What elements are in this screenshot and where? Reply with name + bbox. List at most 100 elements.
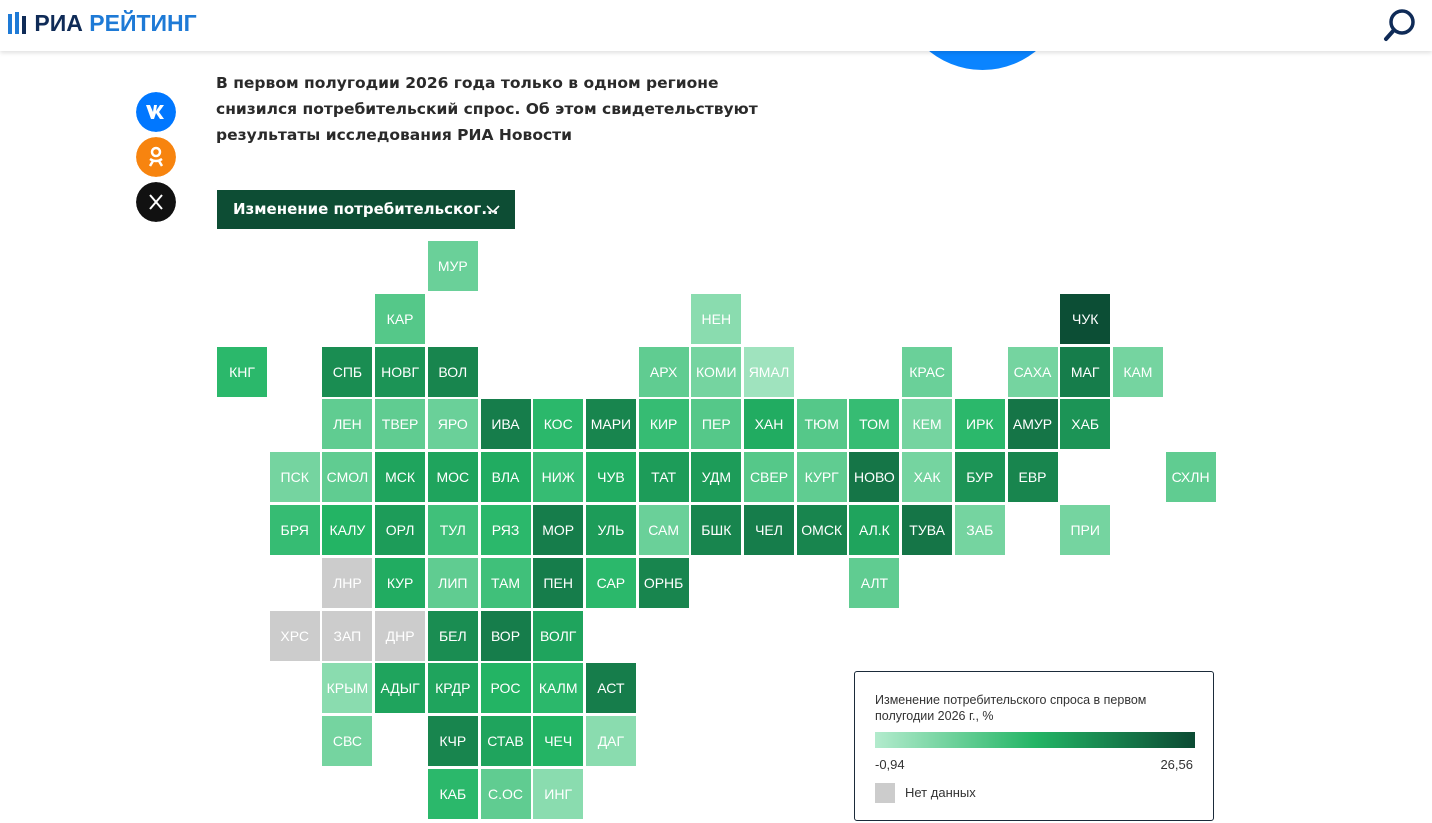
region-tile[interactable]: РЯЗ: [480, 505, 531, 555]
region-tile[interactable]: КРДР: [427, 663, 478, 714]
region-tile[interactable]: ЛНР: [322, 557, 373, 608]
region-tile[interactable]: ТАТ: [638, 452, 689, 503]
region-tile[interactable]: ОМСК: [796, 505, 847, 555]
region-tile[interactable]: ТУЛ: [427, 505, 478, 555]
region-tile[interactable]: КАЛУ: [322, 505, 373, 555]
region-tile[interactable]: АМУР: [1007, 399, 1058, 450]
region-tile[interactable]: ОРЛ: [375, 505, 426, 555]
region-tile[interactable]: МАГ: [1060, 346, 1111, 397]
region-tile[interactable]: СВЕР: [744, 452, 794, 503]
region-tile[interactable]: КАМ: [1112, 346, 1163, 397]
region-tile[interactable]: ДАГ: [585, 716, 636, 767]
region-tile[interactable]: КНГ: [217, 346, 267, 397]
region-tile[interactable]: ПЕН: [533, 557, 584, 608]
region-tile[interactable]: ВОР: [480, 610, 531, 661]
region-tile[interactable]: СПБ: [322, 346, 373, 397]
region-tile[interactable]: ВОЛ: [427, 346, 478, 397]
region-label: ТУВА: [909, 522, 945, 538]
region-tile[interactable]: КАР: [375, 293, 426, 344]
region-tile[interactable]: ЧУК: [1060, 293, 1111, 344]
region-label: ТОМ: [859, 416, 890, 433]
region-tile[interactable]: МСК: [375, 452, 426, 503]
region-tile[interactable]: НИЖ: [533, 452, 584, 503]
region-tile[interactable]: ЧЕЧ: [533, 716, 584, 767]
region-tile[interactable]: ТУВА: [902, 505, 953, 555]
region-tile[interactable]: АСТ: [585, 663, 636, 714]
region-tile[interactable]: ЛЕН: [322, 399, 373, 450]
region-tile[interactable]: ХАН: [744, 399, 794, 450]
region-tile[interactable]: КОС: [533, 399, 584, 450]
region-tile[interactable]: ЧУВ: [585, 452, 636, 503]
region-tile[interactable]: ИНГ: [533, 769, 584, 819]
region-tile[interactable]: ХАБ: [1060, 399, 1111, 450]
region-tile[interactable]: ДНР: [375, 610, 426, 661]
region-tile[interactable]: АРХ: [638, 346, 689, 397]
indicator-dropdown[interactable]: Изменение потребительског...: [217, 190, 515, 229]
region-tile[interactable]: САР: [585, 557, 636, 608]
region-tile[interactable]: УДМ: [691, 452, 742, 503]
region-tile[interactable]: ПСК: [269, 452, 320, 503]
region-tile[interactable]: НЕН: [691, 293, 742, 344]
region-tile[interactable]: НОВО: [849, 452, 900, 503]
region-tile[interactable]: ТАМ: [480, 557, 531, 608]
region-label: ЗАБ: [966, 522, 994, 538]
region-tile[interactable]: ИРК: [954, 399, 1005, 450]
region-tile[interactable]: КАБ: [427, 769, 478, 819]
region-tile[interactable]: КАЛМ: [533, 663, 584, 714]
region-tile[interactable]: КЧР: [427, 716, 478, 767]
region-tile[interactable]: ЗАБ: [954, 505, 1005, 555]
region-tile[interactable]: ХРС: [269, 610, 320, 661]
region-tile[interactable]: ХАК: [902, 452, 953, 503]
region-tile[interactable]: АЛ.К: [849, 505, 900, 555]
region-tile[interactable]: ТВЕР: [375, 399, 426, 450]
region-tile[interactable]: КОМИ: [691, 346, 742, 397]
region-tile[interactable]: ОРНБ: [638, 557, 689, 608]
region-tile[interactable]: МУР: [427, 241, 478, 291]
region-tile[interactable]: ЕВР: [1007, 452, 1058, 503]
share-x[interactable]: [136, 182, 176, 222]
region-tile[interactable]: БРЯ: [269, 505, 320, 555]
region-tile[interactable]: КЕМ: [902, 399, 953, 450]
region-tile[interactable]: КРАС: [902, 346, 953, 397]
share-vk[interactable]: [136, 92, 176, 132]
region-tile[interactable]: ТЮМ: [796, 399, 847, 450]
region-tile[interactable]: СМОЛ: [322, 452, 373, 503]
region-tile[interactable]: СХЛН: [1165, 452, 1216, 503]
region-tile[interactable]: ВЛА: [480, 452, 531, 503]
region-tile[interactable]: САХА: [1007, 346, 1058, 397]
region-tile[interactable]: БЕЛ: [427, 610, 478, 661]
region-tile[interactable]: КИР: [638, 399, 689, 450]
region-tile[interactable]: НОВГ: [375, 346, 426, 397]
region-tile[interactable]: КУР: [375, 557, 426, 608]
region-tile[interactable]: ПЕР: [691, 399, 742, 450]
region-tile[interactable]: ИВА: [480, 399, 531, 450]
logo[interactable]: РИА РЕЙТИНГ: [8, 10, 197, 37]
region-tile[interactable]: ЗАП: [322, 610, 373, 661]
region-tile[interactable]: СТАВ: [480, 716, 531, 767]
region-tile[interactable]: САМ: [638, 505, 689, 555]
region-tile[interactable]: АДЫГ: [375, 663, 426, 714]
region-tile[interactable]: ЧЕЛ: [744, 505, 794, 555]
region-tile[interactable]: КУРГ: [796, 452, 847, 503]
region-tile[interactable]: МОС: [427, 452, 478, 503]
region-tile[interactable]: С.ОС: [480, 769, 531, 819]
region-tile[interactable]: АЛТ: [849, 557, 900, 608]
region-tile[interactable]: МОР: [533, 505, 584, 555]
region-tile[interactable]: ПРИ: [1060, 505, 1111, 555]
share-ok[interactable]: [136, 137, 176, 177]
region-tile[interactable]: МАРИ: [585, 399, 636, 450]
region-tile[interactable]: ЯРО: [427, 399, 478, 450]
region-tile[interactable]: ТОМ: [849, 399, 900, 450]
region-tile[interactable]: УЛЬ: [585, 505, 636, 555]
region-tile[interactable]: БШК: [691, 505, 742, 555]
region-tile[interactable]: КРЫМ: [322, 663, 373, 714]
region-tile[interactable]: ВОЛГ: [533, 610, 584, 661]
region-label: БЕЛ: [438, 627, 467, 644]
region-tile[interactable]: ЛИП: [427, 557, 478, 608]
region-tile[interactable]: РОС: [480, 663, 531, 714]
region-tile[interactable]: СВС: [322, 716, 373, 767]
region-tile[interactable]: ЯМАЛ: [744, 346, 794, 397]
region-label: СХЛН: [1171, 469, 1210, 486]
search-button[interactable]: [1382, 6, 1420, 44]
region-tile[interactable]: БУР: [954, 452, 1005, 503]
